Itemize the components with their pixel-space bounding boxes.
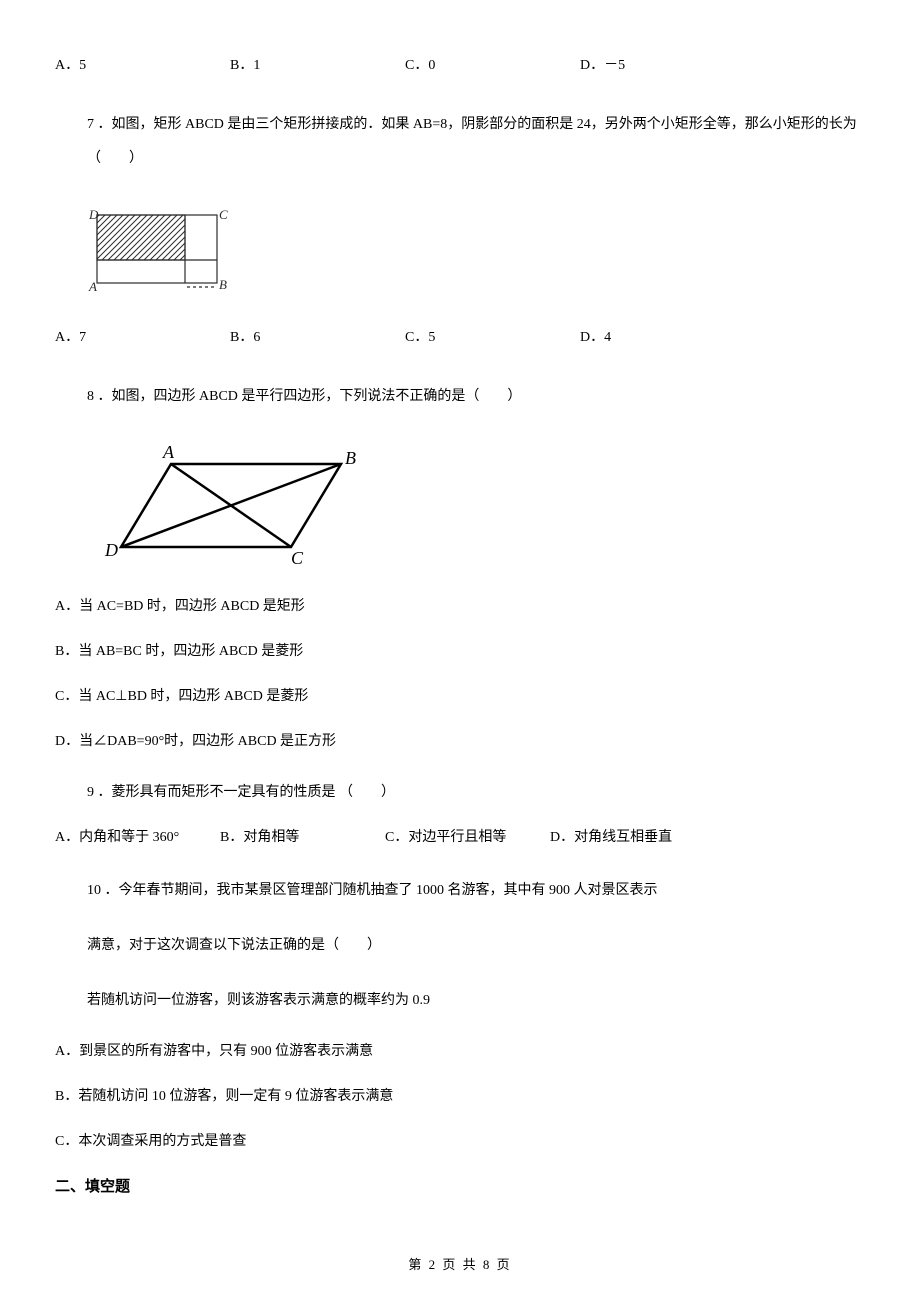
q6-opt-a: A．5 <box>55 55 230 76</box>
q8-label-a: A <box>162 442 175 462</box>
q7-opt-d: D．4 <box>580 327 755 348</box>
q7-figure: D C A B <box>87 203 865 305</box>
q9-opt-b: B．对角相等 <box>220 827 385 848</box>
q8-figure: A B C D <box>103 442 865 574</box>
q10-line3: 若随机访问一位游客，则该游客表示满意的概率约为 0.9 <box>55 986 865 1017</box>
q8-text: 8 ．如图，四边形 ABCD 是平行四边形，下列说法不正确的是（ ） <box>55 380 865 414</box>
q6-opt-d: D．－5 <box>580 55 755 76</box>
q7-opt-a: A．7 <box>55 327 230 348</box>
q6-opt-c: C．0 <box>405 55 580 76</box>
q10-opt-b: B．若随机访问 10 位游客，则一定有 9 位游客表示满意 <box>55 1086 865 1107</box>
q10-opt-c: C．本次调查采用的方式是普查 <box>55 1131 865 1152</box>
q8-label-b: B <box>345 448 356 468</box>
q10-line1: 10 ．今年春节期间，我市某景区管理部门随机抽查了 1000 名游客，其中有 9… <box>55 876 865 907</box>
q7-label-c: C <box>219 207 228 222</box>
q8-opt-b: B．当 AB=BC 时，四边形 ABCD 是菱形 <box>55 641 865 662</box>
q8-opt-a: A．当 AC=BD 时，四边形 ABCD 是矩形 <box>55 596 865 617</box>
q7-label-d: D <box>88 207 99 222</box>
q7-options: A．7 B．6 C．5 D．4 <box>55 327 865 348</box>
page-footer: 第 2 页 共 8 页 <box>0 1255 920 1275</box>
q7-body: 7 ．如图，矩形 ABCD 是由三个矩形拼接成的．如果 AB=8，阴影部分的面积… <box>87 117 857 166</box>
q8-body: 8 ．如图，四边形 ABCD 是平行四边形，下列说法不正确的是（ ） <box>87 389 521 404</box>
q6-options: A．5 B．1 C．0 D．－5 <box>55 55 865 76</box>
q9-opt-c: C．对边平行且相等 <box>385 827 550 848</box>
q7-label-a: A <box>88 279 97 294</box>
section-2-title: 二、填空题 <box>55 1176 865 1199</box>
q9-body: 9 ．菱形具有而矩形不一定具有的性质是 （ ） <box>87 785 395 800</box>
q9-text: 9 ．菱形具有而矩形不一定具有的性质是 （ ） <box>55 776 865 810</box>
q10-line2: 满意，对于这次调查以下说法正确的是（ ） <box>55 931 865 962</box>
q8-opt-c: C．当 AC⊥BD 时，四边形 ABCD 是菱形 <box>55 686 865 707</box>
q9-opt-a: A．内角和等于 360° <box>55 827 220 848</box>
q8-label-d: D <box>104 540 118 560</box>
q8-label-c: C <box>291 548 304 567</box>
q7-opt-c: C．5 <box>405 327 580 348</box>
q9-opt-d: D．对角线互相垂直 <box>550 827 715 848</box>
q7-opt-b: B．6 <box>230 327 405 348</box>
q10-opt-a: A．到景区的所有游客中，只有 900 位游客表示满意 <box>55 1041 865 1062</box>
q7-text: 7 ．如图，矩形 ABCD 是由三个矩形拼接成的．如果 AB=8，阴影部分的面积… <box>55 108 865 175</box>
q7-label-b: B <box>219 277 227 292</box>
q6-opt-b: B．1 <box>230 55 405 76</box>
q9-options: A．内角和等于 360° B．对角相等 C．对边平行且相等 D．对角线互相垂直 <box>55 827 865 848</box>
q8-opt-d: D．当∠DAB=90°时，四边形 ABCD 是正方形 <box>55 731 865 752</box>
